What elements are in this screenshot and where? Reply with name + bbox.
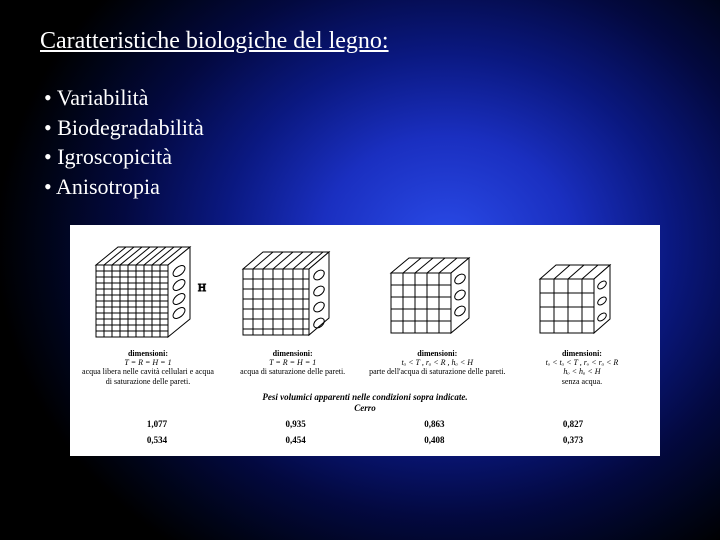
cube-2 <box>225 245 361 345</box>
dimension-labels-row: dimensioni: T = R = H = 1 acqua libera n… <box>76 349 654 386</box>
value-cell: 0,935 0,454 <box>231 417 361 448</box>
dim-label-4: dimensioni: tₒ < tₐ < T , rₒ < rₐ < R hₒ… <box>512 349 652 386</box>
svg-text:H: H <box>198 282 206 294</box>
dim-label-1: dimensioni: T = R = H = 1 acqua libera n… <box>78 349 218 386</box>
value-cell: 0,863 0,408 <box>369 417 499 448</box>
bullet-list: Variabilità Biodegradabilità Igroscopici… <box>44 83 680 202</box>
bullet-item: Igroscopicità <box>44 142 680 172</box>
value-cell: 1,077 0,534 <box>92 417 222 448</box>
dim-label-2: dimensioni: T = R = H = 1 acqua di satur… <box>223 349 363 386</box>
bullet-item: Anisotropia <box>44 172 680 202</box>
figure-caption: Pesi volumici apparenti nelle condizioni… <box>76 392 654 414</box>
value-cell: 0,827 0,373 <box>508 417 638 448</box>
dim-label-3: dimensioni: tₐ < T , rₐ < R , hₐ < H par… <box>367 349 507 386</box>
bullet-item: Variabilità <box>44 83 680 113</box>
values-row-1: 1,077 0,534 0,935 0,454 0,863 0,408 0,82… <box>76 417 654 448</box>
bullet-item: Biodegradabilità <box>44 113 680 143</box>
cube-4 <box>514 257 650 345</box>
cube-3 <box>369 251 505 345</box>
cubes-row: H <box>76 235 654 345</box>
wood-figure: H <box>70 225 660 456</box>
slide-title: Caratteristiche biologiche del legno: <box>40 28 680 55</box>
cube-1: H <box>80 241 216 345</box>
